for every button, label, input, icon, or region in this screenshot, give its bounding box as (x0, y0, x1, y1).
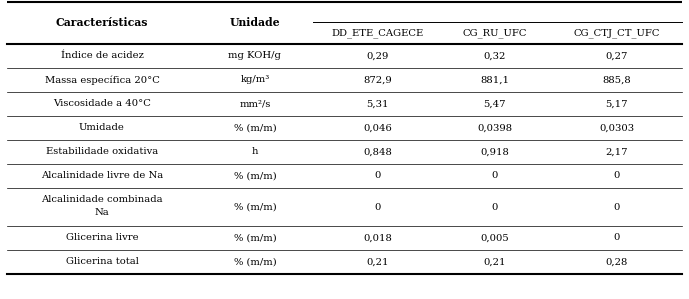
Text: 5,47: 5,47 (484, 100, 506, 109)
Text: 0,918: 0,918 (480, 147, 509, 156)
Text: 0,046: 0,046 (363, 123, 392, 132)
Text: 0: 0 (613, 202, 620, 211)
Text: 0: 0 (491, 202, 498, 211)
Text: 0,0398: 0,0398 (477, 123, 512, 132)
Text: % (m/m): % (m/m) (234, 202, 276, 211)
Text: 0,28: 0,28 (606, 257, 628, 266)
Text: 0,018: 0,018 (363, 234, 392, 242)
Text: % (m/m): % (m/m) (234, 257, 276, 266)
Text: % (m/m): % (m/m) (234, 234, 276, 242)
Text: 881,1: 881,1 (480, 76, 509, 85)
Text: Alcalinidade combinada: Alcalinidade combinada (41, 195, 163, 204)
Text: Glicerina total: Glicerina total (65, 257, 138, 266)
Text: 0,005: 0,005 (480, 234, 509, 242)
Text: % (m/m): % (m/m) (234, 172, 276, 181)
Text: 872,9: 872,9 (363, 76, 392, 85)
Text: 0,32: 0,32 (484, 51, 506, 60)
Text: 0: 0 (374, 172, 381, 181)
Text: 5,31: 5,31 (367, 100, 389, 109)
Text: 0: 0 (613, 234, 620, 242)
Text: 0,848: 0,848 (363, 147, 392, 156)
Text: DD_ETE_CAGECE: DD_ETE_CAGECE (331, 28, 424, 38)
Text: kg/m³: kg/m³ (240, 76, 269, 85)
Text: Na: Na (94, 208, 110, 217)
Text: 0,21: 0,21 (484, 257, 506, 266)
Text: mg KOH/g: mg KOH/g (229, 51, 281, 60)
Text: mm²/s: mm²/s (239, 100, 271, 109)
Text: Estabilidade oxidativa: Estabilidade oxidativa (46, 147, 158, 156)
Text: Índice de acidez: Índice de acidez (61, 51, 143, 60)
Text: h: h (251, 147, 258, 156)
Text: Características: Características (56, 18, 148, 28)
Text: CG_RU_UFC: CG_RU_UFC (462, 28, 527, 38)
Text: 0: 0 (613, 172, 620, 181)
Text: 2,17: 2,17 (606, 147, 628, 156)
Text: 0,29: 0,29 (367, 51, 389, 60)
Text: Alcalinidade livre de Na: Alcalinidade livre de Na (41, 172, 163, 181)
Text: % (m/m): % (m/m) (234, 123, 276, 132)
Text: Massa específica 20°C: Massa específica 20°C (45, 75, 159, 85)
Text: 885,8: 885,8 (602, 76, 631, 85)
Text: 0,0303: 0,0303 (599, 123, 634, 132)
Text: Unidade: Unidade (229, 18, 280, 28)
Text: CG_CTJ_CT_UFC: CG_CTJ_CT_UFC (573, 28, 660, 38)
Text: 0,21: 0,21 (367, 257, 389, 266)
Text: Glicerina livre: Glicerina livre (65, 234, 138, 242)
Text: Viscosidade a 40°C: Viscosidade a 40°C (53, 100, 151, 109)
Text: Umidade: Umidade (79, 123, 125, 132)
Text: 5,17: 5,17 (606, 100, 628, 109)
Text: 0,27: 0,27 (606, 51, 628, 60)
Text: 0: 0 (491, 172, 498, 181)
Text: 0: 0 (374, 202, 381, 211)
